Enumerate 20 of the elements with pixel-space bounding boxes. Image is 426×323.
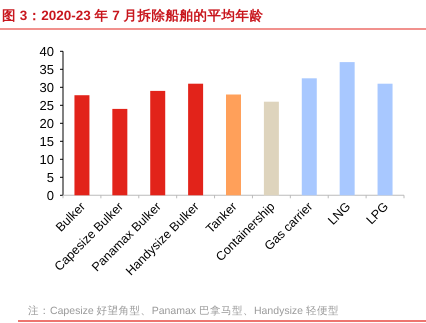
y-tick-label: 0 [46, 188, 54, 203]
y-tick-label: 15 [40, 134, 54, 149]
bar [188, 84, 204, 196]
y-tick-label: 10 [40, 152, 54, 167]
y-tick-label: 5 [46, 170, 54, 185]
chart-title: 图 3：2020-23 年 7 月拆除船舶的平均年龄 [2, 8, 265, 23]
y-tick-label: 30 [40, 80, 54, 95]
bar [74, 95, 90, 196]
bar [340, 62, 355, 196]
y-tick-label: 40 [40, 44, 54, 59]
bar [378, 84, 393, 196]
bar [150, 90, 166, 196]
text: 注：Capesize 好望角型、Panamax 巴拿马型、Handysize 轻便型 [28, 304, 339, 317]
y-tick-label: 20 [40, 116, 54, 131]
bar [302, 78, 317, 196]
y-tick-label: 25 [40, 98, 54, 113]
bar [264, 102, 279, 196]
bar [112, 108, 128, 196]
y-tick-label: 35 [40, 62, 54, 77]
bar [226, 94, 241, 196]
